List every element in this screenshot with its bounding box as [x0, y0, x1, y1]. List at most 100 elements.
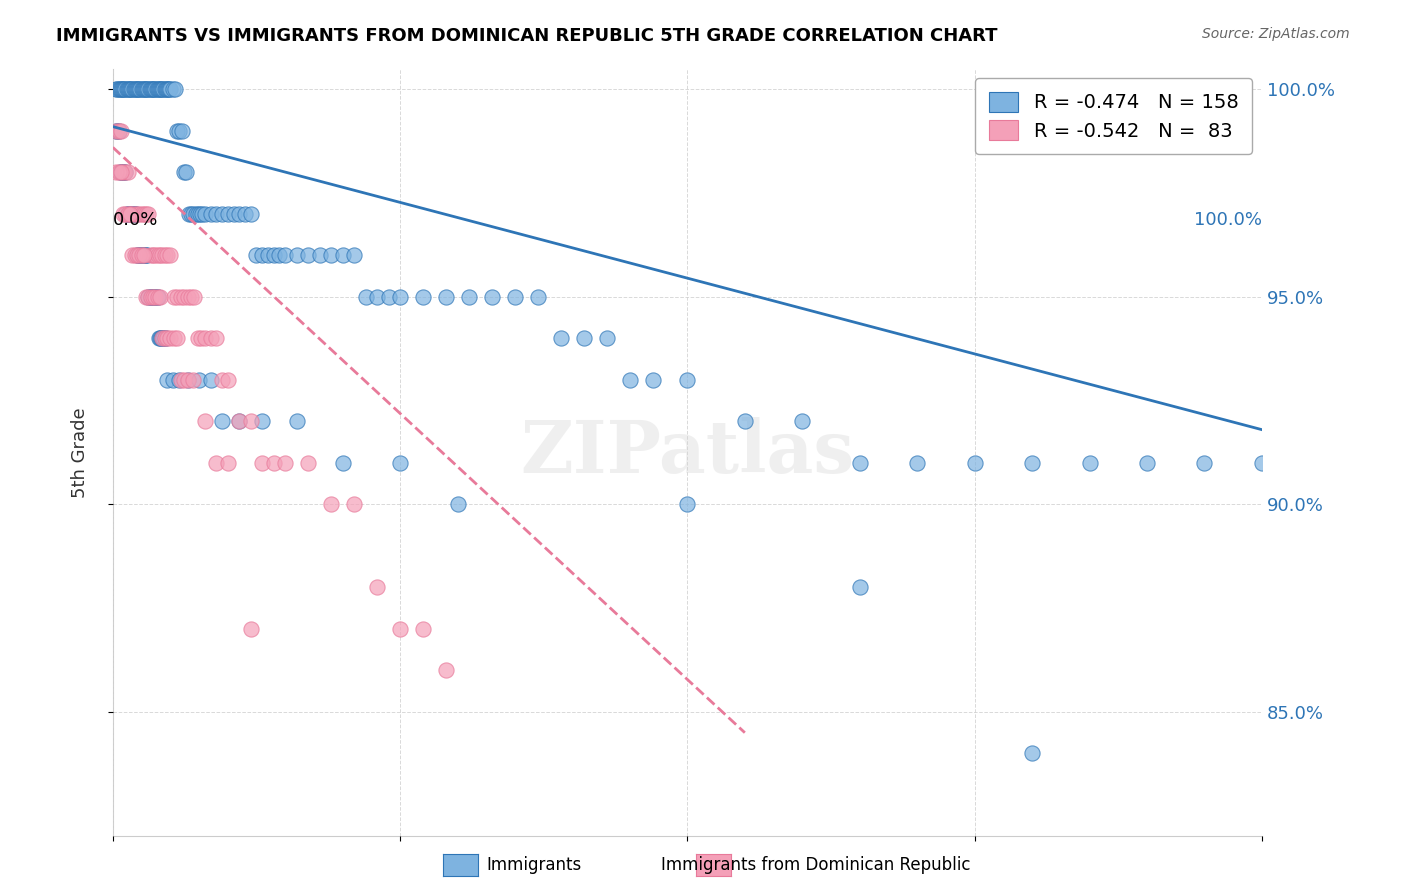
Point: [129, 248, 152, 262]
Point: [366, 581, 388, 595]
Point: [503, 290, 526, 304]
Point: [170, 124, 193, 138]
Point: [150, 331, 173, 345]
Point: [176, 373, 198, 387]
Point: [124, 248, 146, 262]
Point: [124, 82, 146, 96]
Point: [297, 248, 319, 262]
Point: [412, 622, 434, 636]
Point: [263, 456, 285, 470]
Point: [354, 290, 377, 304]
Point: [148, 82, 170, 96]
Point: [166, 331, 188, 345]
Point: [181, 373, 204, 387]
Point: [120, 207, 142, 221]
Point: [200, 373, 222, 387]
Point: [905, 456, 928, 470]
Point: [257, 248, 280, 262]
Point: [458, 290, 481, 304]
Point: [412, 290, 434, 304]
Point: [120, 82, 142, 96]
Point: [389, 290, 412, 304]
Point: [188, 373, 211, 387]
Point: [205, 331, 228, 345]
Point: [150, 82, 173, 96]
Point: [963, 456, 986, 470]
Text: IMMIGRANTS VS IMMIGRANTS FROM DOMINICAN REPUBLIC 5TH GRADE CORRELATION CHART: IMMIGRANTS VS IMMIGRANTS FROM DOMINICAN …: [56, 27, 998, 45]
Point: [136, 82, 159, 96]
Point: [145, 248, 167, 262]
Point: [117, 165, 139, 179]
Point: [848, 581, 870, 595]
Point: [321, 248, 343, 262]
Point: [132, 248, 155, 262]
Point: [115, 207, 138, 221]
Point: [117, 207, 139, 221]
Point: [146, 248, 169, 262]
Point: [217, 207, 239, 221]
Point: [148, 331, 170, 345]
Point: [131, 207, 153, 221]
Point: [269, 248, 291, 262]
Point: [176, 290, 198, 304]
Point: [125, 248, 148, 262]
Point: [619, 373, 641, 387]
Point: [150, 248, 173, 262]
Point: [125, 207, 148, 221]
Point: [1136, 456, 1159, 470]
Point: [1078, 456, 1101, 470]
Point: [173, 165, 195, 179]
Point: [138, 207, 160, 221]
Point: [135, 82, 157, 96]
Point: [194, 414, 217, 428]
Point: [146, 290, 169, 304]
Point: [194, 207, 217, 221]
Point: [596, 331, 619, 345]
Point: [200, 207, 222, 221]
Point: [239, 622, 262, 636]
Point: [163, 331, 186, 345]
Point: [527, 290, 550, 304]
Point: [166, 290, 188, 304]
Point: [211, 414, 233, 428]
Point: [115, 82, 138, 96]
Point: [162, 373, 184, 387]
Point: [297, 456, 319, 470]
Point: [125, 82, 148, 96]
Point: [217, 373, 239, 387]
Point: [142, 290, 165, 304]
Point: [120, 207, 142, 221]
Point: [252, 414, 274, 428]
Point: [159, 331, 181, 345]
Point: [141, 290, 163, 304]
Point: [1194, 456, 1216, 470]
Point: [121, 207, 143, 221]
Point: [117, 207, 139, 221]
Point: [176, 165, 198, 179]
Point: [128, 82, 150, 96]
Point: [127, 248, 149, 262]
Point: [111, 165, 134, 179]
Point: [110, 165, 132, 179]
Point: [173, 290, 195, 304]
Point: [149, 290, 172, 304]
Point: [332, 456, 354, 470]
Point: [169, 373, 191, 387]
Point: [120, 82, 142, 96]
Point: [145, 82, 167, 96]
Point: [181, 207, 204, 221]
Point: [153, 331, 176, 345]
Point: [274, 456, 297, 470]
Text: 0.0%: 0.0%: [112, 211, 159, 228]
Point: [134, 248, 156, 262]
Point: [138, 290, 160, 304]
Point: [792, 414, 814, 428]
Point: [107, 82, 129, 96]
Point: [332, 248, 354, 262]
Point: [105, 165, 128, 179]
Text: ZIPatlas: ZIPatlas: [520, 417, 855, 488]
Point: [145, 290, 167, 304]
Point: [180, 290, 202, 304]
Point: [211, 373, 233, 387]
Point: [163, 82, 186, 96]
